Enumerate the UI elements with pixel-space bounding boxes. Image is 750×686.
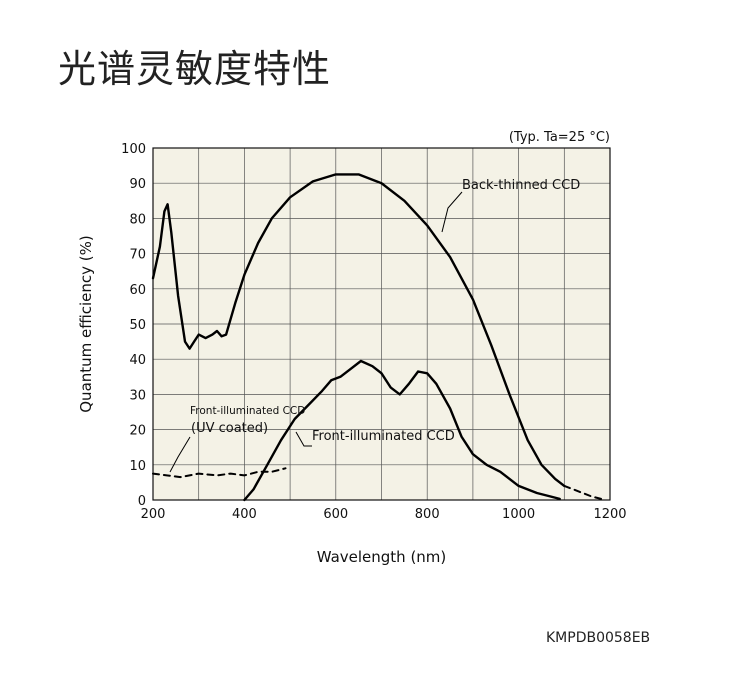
y-axis-label: Quantum efficiency (%) bbox=[77, 235, 95, 413]
x-tick-label: 1000 bbox=[502, 507, 535, 522]
x-tick-label: 800 bbox=[415, 507, 440, 522]
leader-back-thinned-ccd bbox=[441, 191, 463, 233]
y-tick-label: 50 bbox=[129, 318, 146, 333]
y-tick-label: 80 bbox=[129, 212, 146, 227]
label-uv-coated: (UV coated) bbox=[191, 421, 268, 436]
y-tick-label: 20 bbox=[129, 424, 146, 439]
label-back-thinned-ccd: Back-thinned CCD bbox=[462, 178, 580, 193]
leader-front-illuminated-uv bbox=[169, 436, 191, 473]
y-tick-label: 60 bbox=[129, 283, 146, 298]
tick-labels: 0 10 20 30 40 50 60 70 80 90 100 200 400 600 800 1000 12… bbox=[121, 142, 626, 522]
y-tick-label: 40 bbox=[129, 353, 146, 368]
series-line-3 bbox=[563, 484, 607, 501]
x-tick-label: 400 bbox=[232, 507, 257, 522]
x-tick-label: 1200 bbox=[593, 507, 626, 522]
annotations: Back-thinned CCD Front-illuminated CCD Fro… bbox=[169, 178, 580, 473]
series-line-2 bbox=[152, 467, 287, 479]
y-tick-label: 10 bbox=[129, 459, 146, 474]
y-tick-label: 0 bbox=[138, 494, 146, 509]
y-tick-label: 30 bbox=[129, 388, 146, 403]
leader-front-illuminated-ccd bbox=[295, 431, 312, 447]
plot-frame bbox=[152, 147, 611, 501]
page-title: 光谱灵敏度特性 bbox=[58, 47, 332, 91]
series-group bbox=[151, 173, 607, 502]
condition-label: (Typ. Ta=25 °C) bbox=[509, 130, 610, 145]
y-tick-label: 70 bbox=[129, 248, 146, 263]
y-tick-label: 90 bbox=[129, 177, 146, 192]
x-tick-label: 200 bbox=[141, 507, 166, 522]
document-code: KMPDB0058EB bbox=[546, 630, 651, 646]
series-line-1 bbox=[243, 359, 561, 502]
y-tick-label: 100 bbox=[121, 142, 146, 157]
label-front-illuminated-uv: Front-illuminated CCD bbox=[190, 405, 305, 417]
series-line-0 bbox=[151, 173, 566, 488]
x-axis-label: Wavelength (nm) bbox=[317, 548, 447, 566]
x-tick-label: 600 bbox=[323, 507, 348, 522]
label-front-illuminated-ccd: Front-illuminated CCD bbox=[312, 429, 455, 444]
